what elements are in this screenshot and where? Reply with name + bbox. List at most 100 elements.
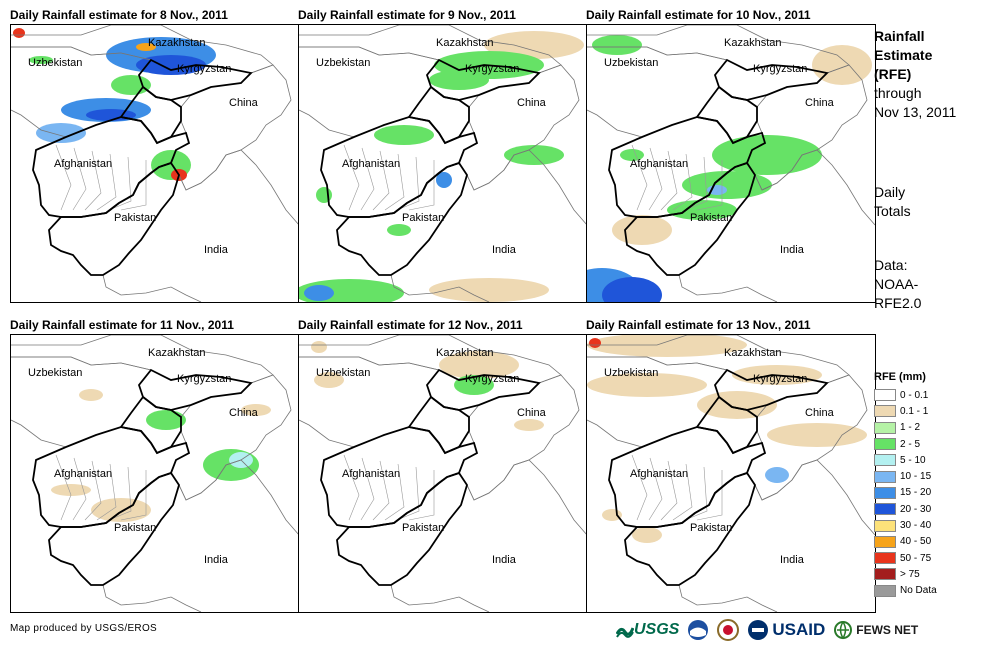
rain-area bbox=[620, 149, 644, 161]
country-border bbox=[678, 274, 778, 302]
legend-swatch bbox=[874, 584, 896, 597]
province-border bbox=[648, 147, 663, 211]
province-border bbox=[360, 457, 375, 521]
usaid-seal-icon bbox=[748, 620, 769, 640]
legend-item: > 75 bbox=[874, 566, 937, 582]
label-india: India bbox=[492, 244, 516, 256]
usgs-wave-icon bbox=[616, 627, 634, 638]
focus-country-border bbox=[407, 395, 470, 455]
legend-item: 50 - 75 bbox=[874, 550, 937, 566]
legend-swatch bbox=[874, 389, 896, 402]
panel-title: Daily Rainfall estimate for 11 Nov., 201… bbox=[10, 318, 234, 332]
label-india: India bbox=[204, 244, 228, 256]
legend-item: 0.1 - 1 bbox=[874, 403, 937, 419]
rain-area bbox=[387, 224, 411, 236]
legend-label: 50 - 75 bbox=[900, 552, 932, 564]
legend-item: 5 - 10 bbox=[874, 452, 937, 468]
label-india: India bbox=[492, 554, 516, 566]
legend-label: 10 - 15 bbox=[900, 471, 932, 483]
daily-line-1: Daily bbox=[874, 184, 906, 200]
label-kyrgyzstan: Kyrgyzstan bbox=[753, 63, 808, 75]
rain-area bbox=[136, 43, 156, 51]
province-border bbox=[648, 457, 663, 521]
label-china: China bbox=[229, 407, 258, 419]
panel-title: Daily Rainfall estimate for 12 Nov., 201… bbox=[298, 318, 523, 332]
country-border bbox=[178, 149, 299, 226]
legend-swatch bbox=[874, 454, 896, 467]
label-afghanistan: Afghanistan bbox=[54, 158, 113, 170]
label-pakistan: Pakistan bbox=[690, 212, 733, 224]
legend-label: No Data bbox=[900, 585, 937, 597]
rainfall-map: Kazakhstan Uzbekistan Kyrgyzstan China Afgha… bbox=[10, 334, 300, 613]
fewsnet-text: FEWS NET bbox=[856, 623, 919, 637]
rain-area bbox=[311, 341, 327, 353]
province-border bbox=[343, 144, 360, 211]
fews-globe-icon bbox=[834, 621, 853, 640]
label-kyrgyzstan: Kyrgyzstan bbox=[753, 373, 808, 385]
focus-country-border bbox=[407, 85, 470, 145]
province-border bbox=[384, 153, 405, 211]
province-border bbox=[84, 460, 102, 521]
province-border bbox=[108, 156, 132, 211]
province-border bbox=[672, 463, 693, 521]
rainfall-map: Kazakhstan Uzbekistan Kyrgyzstan China Afgha… bbox=[298, 334, 588, 613]
usaid-text: USAID bbox=[772, 620, 826, 639]
rain-area bbox=[587, 335, 747, 357]
legend-swatch bbox=[874, 438, 896, 451]
province-border bbox=[360, 147, 375, 211]
label-pakistan: Pakistan bbox=[690, 522, 733, 534]
focus-country-border bbox=[695, 85, 758, 145]
rain-area bbox=[602, 509, 622, 521]
rain-area bbox=[767, 423, 867, 447]
country-border bbox=[390, 584, 490, 612]
label-uzbekistan: Uzbekistan bbox=[604, 57, 659, 69]
focus-country-border bbox=[336, 161, 468, 276]
data-line-3: RFE2.0 bbox=[874, 295, 922, 311]
province-border bbox=[72, 147, 87, 211]
rain-area bbox=[612, 215, 672, 245]
label-uzbekistan: Uzbekistan bbox=[28, 57, 83, 69]
label-uzbekistan: Uzbekistan bbox=[316, 367, 371, 379]
rain-area bbox=[13, 28, 25, 38]
legend-swatch bbox=[874, 421, 896, 434]
legend-item: 30 - 40 bbox=[874, 517, 937, 533]
label-kazakhstan: Kazakhstan bbox=[148, 347, 206, 359]
legend-label: 0.1 - 1 bbox=[900, 405, 929, 417]
map-canvas bbox=[299, 335, 587, 612]
legend-item: No Data bbox=[874, 583, 937, 599]
focus-country-border bbox=[336, 471, 468, 586]
province-border bbox=[84, 150, 102, 211]
focus-country-border bbox=[119, 85, 182, 145]
rain-area bbox=[682, 171, 772, 199]
rain-area bbox=[812, 45, 872, 85]
rain-area bbox=[29, 56, 53, 64]
province-border bbox=[55, 144, 72, 211]
label-kyrgyzstan: Kyrgyzstan bbox=[465, 373, 520, 385]
label-kazakhstan: Kazakhstan bbox=[724, 347, 782, 359]
province-border bbox=[631, 454, 648, 521]
label-china: China bbox=[805, 407, 834, 419]
usgs-logo: USGS bbox=[616, 621, 679, 639]
province-border bbox=[96, 153, 117, 211]
rain-area bbox=[429, 70, 489, 90]
label-afghanistan: Afghanistan bbox=[342, 158, 401, 170]
country-border bbox=[678, 584, 778, 612]
logo-strip: USGS USAID FEWS NET bbox=[616, 617, 918, 643]
label-afghanistan: Afghanistan bbox=[630, 158, 689, 170]
province-border bbox=[684, 466, 708, 521]
rain-area bbox=[602, 277, 662, 302]
legend-swatch bbox=[874, 405, 896, 418]
rain-area bbox=[454, 375, 494, 395]
focus-country-border bbox=[48, 161, 180, 276]
legend-label: 5 - 10 bbox=[900, 454, 926, 466]
label-kazakhstan: Kazakhstan bbox=[436, 37, 494, 49]
label-kazakhstan: Kazakhstan bbox=[148, 37, 206, 49]
legend-swatch bbox=[874, 503, 896, 516]
rain-area bbox=[314, 372, 344, 388]
country-border bbox=[466, 149, 587, 226]
map-canvas bbox=[587, 25, 875, 302]
side-daily: Daily Totals bbox=[874, 183, 911, 221]
province-border bbox=[684, 156, 708, 211]
label-pakistan: Pakistan bbox=[402, 212, 445, 224]
map-canvas bbox=[299, 25, 587, 302]
